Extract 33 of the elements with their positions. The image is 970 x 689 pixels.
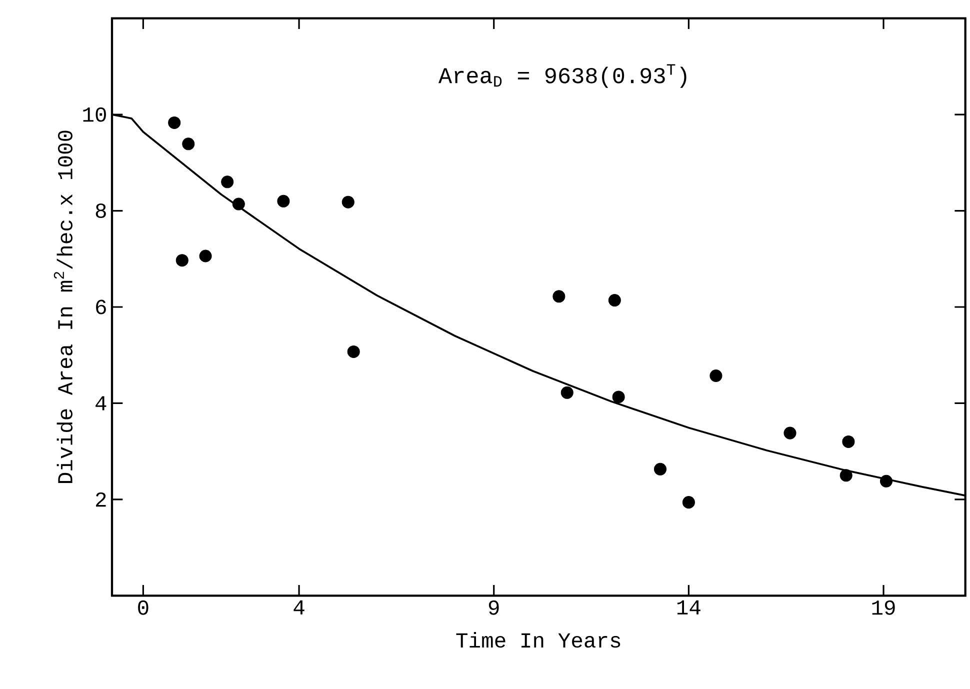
x-axis-title: Time In Years <box>456 632 620 648</box>
y-tick-label: 4 <box>96 396 106 410</box>
y-tick-label: 6 <box>96 300 106 314</box>
x-tick-label: 14 <box>677 600 700 614</box>
point <box>654 462 667 476</box>
point <box>221 176 234 188</box>
y-tick-label: 8 <box>96 204 106 218</box>
y-tick-label: 2 <box>96 492 106 507</box>
point <box>199 250 212 262</box>
point <box>176 254 188 267</box>
point <box>880 474 893 488</box>
point <box>168 116 181 129</box>
y-tick-label: 10 <box>83 107 106 122</box>
x-tick-label: 4 <box>294 600 304 614</box>
point <box>840 469 852 482</box>
annotation: Area$_{D}$ = 9638(0.93$^{T}$) <box>438 64 686 88</box>
point <box>682 496 695 509</box>
point <box>277 194 290 208</box>
point <box>560 386 574 399</box>
point <box>842 435 855 448</box>
x-tick-label: 19 <box>872 600 895 615</box>
point <box>784 426 796 440</box>
point <box>612 390 625 404</box>
point <box>608 294 621 307</box>
y-axis-title: Divide Area In m$^{2}$/hec.x 1000 <box>54 130 73 483</box>
point <box>552 290 566 303</box>
point <box>232 198 245 210</box>
point <box>710 370 722 382</box>
point <box>342 196 354 208</box>
point <box>347 345 360 358</box>
x-tick-label: 9 <box>488 600 499 615</box>
point <box>182 138 195 150</box>
x-tick-label: 0 <box>138 600 148 615</box>
